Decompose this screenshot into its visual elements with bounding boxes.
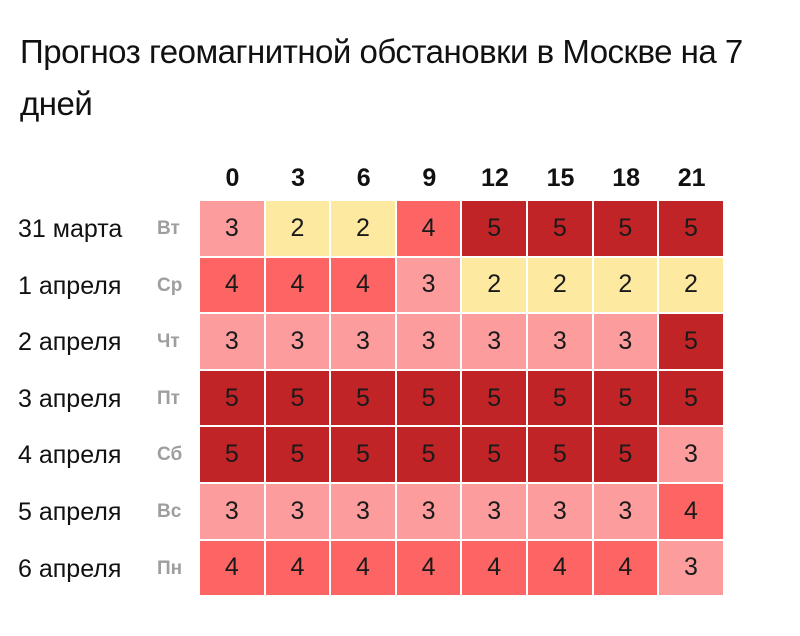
heatmap-cell: 5 [200, 427, 264, 482]
heatmap-cell: 4 [265, 257, 330, 313]
heatmap-cell: 4 [527, 540, 592, 596]
heatmap-cell: 4 [396, 201, 461, 256]
column-header-hour: 0 [225, 164, 240, 192]
chart-title: Прогноз геомагнитной обстановки в Москве… [20, 33, 743, 122]
heatmap-cell: 5 [462, 427, 526, 482]
heatmap-cell: 3 [527, 314, 592, 369]
column-header-hour: 21 [677, 164, 706, 192]
heatmap-cell: 3 [265, 483, 330, 539]
heatmap-cell: 2 [331, 201, 395, 256]
row-weekday-label: Чт [157, 331, 180, 353]
row-date-label: 5 апреля [18, 498, 122, 526]
heatmap-cell: 5 [331, 370, 395, 426]
row-weekday-label: Вс [157, 501, 182, 522]
heatmap-cell: 5 [527, 427, 592, 482]
heatmap-cell: 4 [265, 540, 330, 596]
heatmap-cell: 3 [396, 483, 461, 539]
heatmap-cell: 5 [265, 370, 330, 426]
row-weekday-label: Пн [157, 557, 183, 579]
heatmap-cell: 3 [593, 314, 658, 369]
heatmap-cell: 5 [200, 370, 264, 426]
heatmap-cell: 3 [462, 483, 526, 539]
heatmap-cell: 2 [659, 257, 723, 313]
heatmap-cell: 5 [659, 201, 723, 256]
row-weekday-label: Ср [157, 274, 183, 296]
row-date-label: 6 апреля [18, 554, 122, 583]
heatmap-cell: 5 [527, 370, 592, 426]
heatmap-cell: 4 [462, 540, 526, 596]
column-header-hour: 18 [612, 164, 640, 192]
heatmap-cell: 3 [396, 257, 461, 313]
heatmap-cell: 5 [462, 201, 526, 256]
heatmap-cell: 5 [659, 314, 723, 369]
row-date-label: 4 апреля [18, 441, 122, 470]
heatmap-cell: 3 [462, 314, 526, 369]
heatmap-cell: 2 [462, 257, 526, 313]
column-header-hour: 3 [291, 164, 306, 192]
row-date-label: 1 апреля [18, 271, 122, 300]
heatmap-cell: 3 [659, 427, 723, 482]
heatmap-cell: 5 [593, 201, 658, 256]
row-weekday-label: Вт [157, 218, 180, 239]
column-header-hour: 9 [422, 164, 437, 192]
row-weekday-label: Пт [157, 387, 180, 409]
heatmap-cell: 4 [200, 257, 264, 313]
heatmap-cell: 5 [396, 427, 461, 482]
heatmap-cell: 5 [593, 370, 658, 426]
heatmap-cell: 5 [659, 370, 723, 426]
heatmap-cell: 2 [593, 257, 658, 313]
heatmap-cell: 3 [659, 540, 723, 596]
column-header-hour: 15 [546, 164, 575, 192]
heatmap-cell: 3 [527, 483, 592, 539]
row-date-label: 2 апреля [18, 328, 122, 357]
heatmap-cell: 5 [593, 427, 658, 482]
heatmap-cell: 4 [593, 540, 658, 596]
heatmap-cell: 4 [331, 540, 395, 596]
heatmap-cell: 4 [331, 257, 395, 313]
heatmap-cell: 5 [396, 370, 461, 426]
heatmap-cell: 3 [200, 201, 264, 256]
heatmap-cell: 2 [527, 257, 592, 313]
heatmap-cell: 3 [396, 314, 461, 369]
heatmap-cell: 5 [527, 201, 592, 256]
heatmap-cell: 3 [331, 483, 395, 539]
heatmap-cell: 3 [200, 483, 264, 539]
heatmap-cell: 4 [200, 540, 264, 596]
heatmap-cell: 5 [265, 427, 330, 482]
row-date-label: 31 марта [18, 215, 123, 243]
row-weekday-label: Сб [157, 444, 183, 466]
heatmap-cell: 3 [331, 314, 395, 369]
heatmap-cell: 3 [593, 483, 658, 539]
heatmap-cell: 5 [462, 370, 526, 426]
heatmap-cell: 5 [331, 427, 395, 482]
heatmap-cell: 2 [265, 201, 330, 256]
heatmap-cell: 3 [200, 314, 264, 369]
row-date-label: 3 апреля [18, 384, 122, 413]
heatmap-cell: 4 [396, 540, 461, 596]
heatmap-cell: 3 [265, 314, 330, 369]
column-header-hour: 12 [480, 164, 509, 192]
heatmap-cell: 4 [659, 483, 723, 539]
column-header-hour: 6 [356, 164, 371, 192]
